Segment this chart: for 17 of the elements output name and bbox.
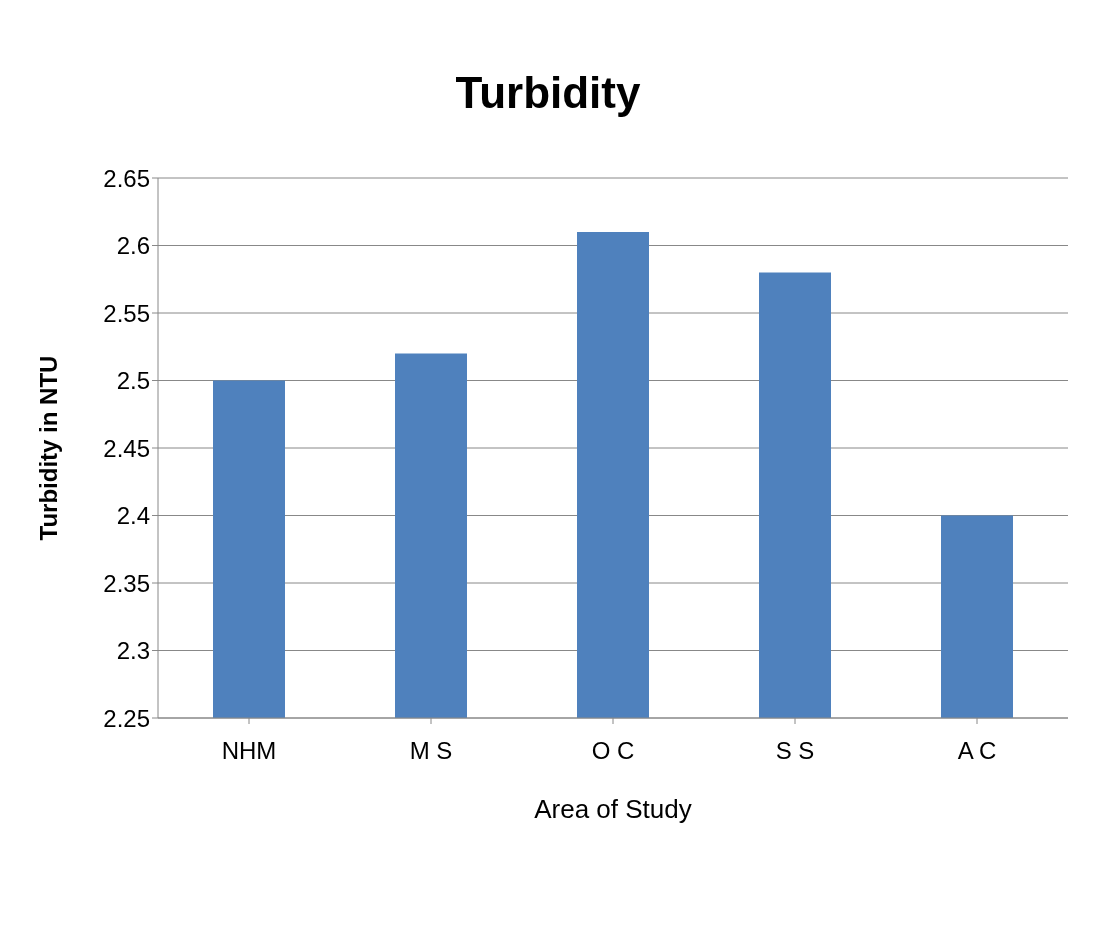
y-tick-label: 2.6	[116, 232, 150, 260]
x-axis-title: Area of Study	[534, 794, 692, 824]
y-tick-label: 2.5	[116, 367, 150, 395]
x-tick-label: S S	[775, 737, 815, 765]
y-tick-label: 2.55	[103, 299, 150, 327]
y-axis-title: Turbidity in NTU	[34, 355, 62, 541]
y-tick-label: 2.4	[116, 502, 150, 530]
chart-title: Turbidity	[454, 67, 642, 119]
x-tick-label: O C	[591, 737, 635, 765]
x-tick-label: M S	[409, 737, 453, 765]
x-tick-label: NHM	[221, 737, 277, 765]
x-tick-label: A C	[957, 737, 997, 765]
y-tick-label: 2.3	[116, 637, 150, 665]
y-tick-label: 2.35	[103, 569, 150, 597]
y-tick-label: 2.65	[103, 164, 150, 192]
y-tick-label: 2.25	[103, 704, 150, 732]
y-tick-label: 2.45	[103, 434, 150, 462]
